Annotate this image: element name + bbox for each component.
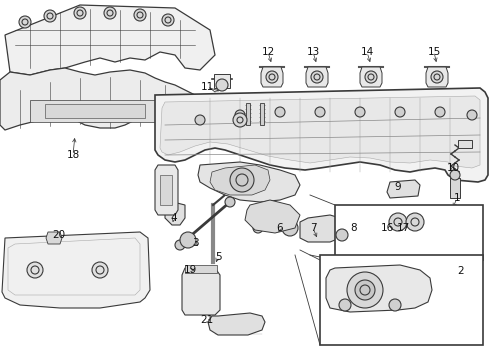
Polygon shape: [208, 313, 265, 335]
Bar: [450, 178, 460, 198]
Polygon shape: [0, 68, 220, 135]
Circle shape: [365, 71, 377, 83]
Circle shape: [104, 7, 116, 19]
Polygon shape: [165, 200, 185, 225]
Circle shape: [134, 9, 146, 21]
Polygon shape: [261, 67, 283, 87]
Polygon shape: [245, 200, 300, 233]
Circle shape: [162, 14, 174, 26]
Text: 9: 9: [394, 182, 401, 192]
Polygon shape: [360, 67, 382, 87]
Text: 4: 4: [171, 213, 177, 223]
Polygon shape: [210, 165, 270, 195]
Circle shape: [406, 213, 424, 231]
Circle shape: [27, 262, 43, 278]
Text: 8: 8: [351, 223, 357, 233]
Text: 17: 17: [396, 223, 410, 233]
Circle shape: [389, 299, 401, 311]
Circle shape: [230, 168, 254, 192]
Bar: [185, 265, 217, 273]
Circle shape: [315, 107, 325, 117]
Bar: [320, 255, 483, 345]
Text: 6: 6: [277, 223, 283, 233]
Circle shape: [44, 10, 56, 22]
Bar: [246, 103, 250, 125]
Circle shape: [389, 213, 407, 231]
Text: 20: 20: [52, 230, 66, 240]
Text: 7: 7: [310, 223, 317, 233]
Polygon shape: [160, 96, 480, 168]
Circle shape: [467, 110, 477, 120]
Circle shape: [180, 232, 196, 248]
Polygon shape: [5, 5, 215, 75]
Circle shape: [355, 107, 365, 117]
Circle shape: [19, 16, 31, 28]
Polygon shape: [326, 265, 432, 312]
Circle shape: [435, 107, 445, 117]
Circle shape: [253, 223, 263, 233]
Circle shape: [195, 115, 205, 125]
Circle shape: [431, 71, 443, 83]
Polygon shape: [46, 232, 62, 244]
Bar: [160, 175, 172, 205]
Text: 13: 13: [306, 47, 319, 57]
Text: 15: 15: [427, 47, 441, 57]
Bar: [214, 74, 230, 88]
Circle shape: [92, 262, 108, 278]
Text: 21: 21: [200, 315, 214, 325]
Circle shape: [266, 71, 278, 83]
Text: 19: 19: [183, 265, 196, 275]
Text: 2: 2: [458, 266, 465, 276]
Polygon shape: [2, 232, 150, 308]
Polygon shape: [387, 180, 420, 198]
Polygon shape: [155, 165, 178, 215]
Polygon shape: [306, 67, 328, 87]
Circle shape: [450, 170, 460, 180]
Circle shape: [355, 280, 375, 300]
Circle shape: [336, 229, 348, 241]
Polygon shape: [198, 162, 300, 202]
Text: 18: 18: [66, 150, 79, 160]
Circle shape: [282, 220, 298, 236]
Text: 11: 11: [200, 82, 214, 92]
Bar: [458, 140, 472, 148]
Text: 1: 1: [454, 193, 460, 203]
Polygon shape: [426, 67, 448, 87]
Circle shape: [216, 79, 228, 91]
Text: 16: 16: [380, 223, 393, 233]
Circle shape: [175, 240, 185, 250]
Circle shape: [235, 110, 245, 120]
Bar: [260, 103, 264, 125]
Text: 14: 14: [360, 47, 374, 57]
Polygon shape: [182, 268, 220, 315]
Text: 5: 5: [215, 252, 221, 262]
Circle shape: [395, 107, 405, 117]
Text: 10: 10: [446, 163, 460, 173]
Circle shape: [225, 197, 235, 207]
Circle shape: [311, 71, 323, 83]
Circle shape: [339, 299, 351, 311]
Bar: [30, 100, 160, 122]
Circle shape: [347, 272, 383, 308]
Bar: [335, 205, 483, 260]
Polygon shape: [155, 88, 488, 182]
Text: 12: 12: [261, 47, 274, 57]
Polygon shape: [300, 215, 340, 242]
Circle shape: [233, 113, 247, 127]
Bar: [45, 104, 145, 118]
Circle shape: [74, 7, 86, 19]
Text: 3: 3: [192, 238, 198, 248]
Circle shape: [275, 107, 285, 117]
